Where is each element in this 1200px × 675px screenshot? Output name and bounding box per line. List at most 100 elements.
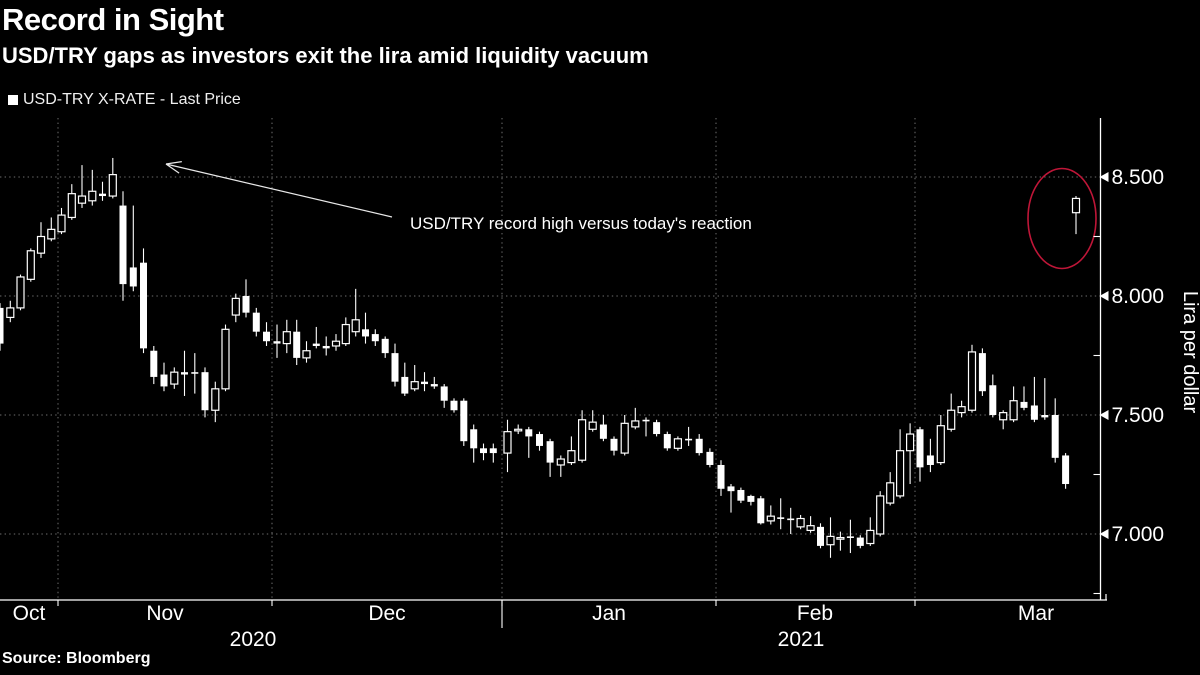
- legend-label: USD-TRY X-RATE - Last Price: [23, 91, 241, 108]
- candle: [302, 341, 311, 363]
- candle: [362, 312, 369, 344]
- chart-title: Record in Sight: [2, 2, 224, 37]
- candle: [747, 494, 755, 506]
- candle: [341, 317, 350, 346]
- candle: [371, 329, 379, 346]
- candle: [67, 184, 76, 220]
- candle: [252, 307, 260, 337]
- candle: [886, 472, 895, 506]
- annotation-text: USD/TRY record high versus today's react…: [410, 214, 752, 233]
- candle: [876, 491, 885, 537]
- candle: [211, 381, 220, 423]
- candle: [351, 288, 360, 337]
- annotation-callout: USD/TRY record high versus today's react…: [165, 161, 752, 233]
- candle: [57, 207, 66, 235]
- candle: [806, 516, 815, 533]
- candle: [1009, 386, 1018, 423]
- candle: [170, 367, 179, 389]
- candle: [460, 398, 468, 446]
- record-highlight-ellipse: [1027, 167, 1097, 270]
- candle: [381, 336, 389, 358]
- candle: [242, 279, 250, 318]
- candle: [895, 429, 905, 499]
- candle: [610, 436, 618, 456]
- month-label: Oct: [13, 602, 46, 625]
- y-axis-title: Lira per dollar: [1179, 291, 1200, 414]
- candle: [599, 415, 607, 442]
- candle: [16, 274, 25, 311]
- candle: [480, 443, 487, 461]
- candle: [685, 426, 693, 446]
- candle: [916, 426, 924, 482]
- candle: [181, 350, 188, 396]
- candle: [777, 498, 785, 530]
- candle: [450, 398, 458, 413]
- candle: [273, 324, 281, 358]
- candle: [663, 431, 671, 451]
- candle: [653, 419, 661, 437]
- candle: [421, 372, 428, 392]
- candle: [36, 222, 46, 258]
- candle: [567, 436, 576, 465]
- candle: [77, 165, 87, 208]
- candle: [0, 303, 4, 351]
- candle: [160, 362, 168, 392]
- candle: [817, 523, 824, 549]
- candle: [588, 410, 597, 432]
- month-label: Nov: [146, 602, 184, 625]
- year-label: 2020: [230, 628, 277, 651]
- candle: [826, 517, 835, 558]
- gridlines: [0, 118, 1101, 600]
- candle: [108, 157, 117, 199]
- candle-series: [0, 157, 1081, 558]
- candle: [1071, 196, 1081, 235]
- y-tick-label: 7.000: [1112, 523, 1165, 546]
- candle: [695, 434, 703, 456]
- candle: [201, 367, 209, 418]
- candle: [536, 431, 543, 451]
- candle: [846, 519, 854, 554]
- candle: [430, 376, 438, 389]
- candle: [926, 438, 934, 473]
- source-label: Source: Bloomberg: [2, 650, 151, 667]
- candle: [947, 393, 956, 432]
- candle: [470, 424, 478, 463]
- candle: [796, 514, 805, 530]
- candle: [673, 436, 683, 451]
- candle: [140, 248, 147, 354]
- candle: [129, 205, 137, 292]
- y-tick-label: 8.000: [1112, 285, 1165, 308]
- candle: [119, 191, 127, 301]
- candle: [978, 348, 986, 396]
- month-label: Feb: [797, 602, 833, 625]
- candle: [757, 495, 765, 525]
- candle: [191, 353, 199, 394]
- candle: [514, 424, 523, 435]
- chart-subtitle: USD/TRY gaps as investors exit the lira …: [2, 43, 649, 68]
- candle: [787, 507, 795, 534]
- candle: [905, 423, 915, 485]
- candle: [1030, 376, 1038, 423]
- candle: [1020, 386, 1028, 411]
- axes: [0, 118, 1107, 601]
- candle: [331, 334, 341, 351]
- candle: [577, 410, 587, 463]
- candle: [706, 448, 714, 468]
- candle: [642, 417, 650, 437]
- candle: [221, 324, 230, 392]
- candle: [231, 293, 240, 323]
- candle: [525, 426, 533, 458]
- candle: [967, 344, 977, 413]
- month-label: Mar: [1018, 602, 1054, 625]
- y-tick-label: 7.500: [1112, 404, 1165, 427]
- candle: [856, 535, 864, 549]
- candle: [263, 322, 270, 346]
- candle: [6, 300, 15, 323]
- candle: [866, 517, 875, 546]
- candle: [836, 531, 845, 551]
- month-label: Jan: [592, 602, 626, 625]
- candle: [936, 415, 945, 465]
- y-axis-labels: 8.500 8.000 7.500 7.000: [1093, 166, 1165, 595]
